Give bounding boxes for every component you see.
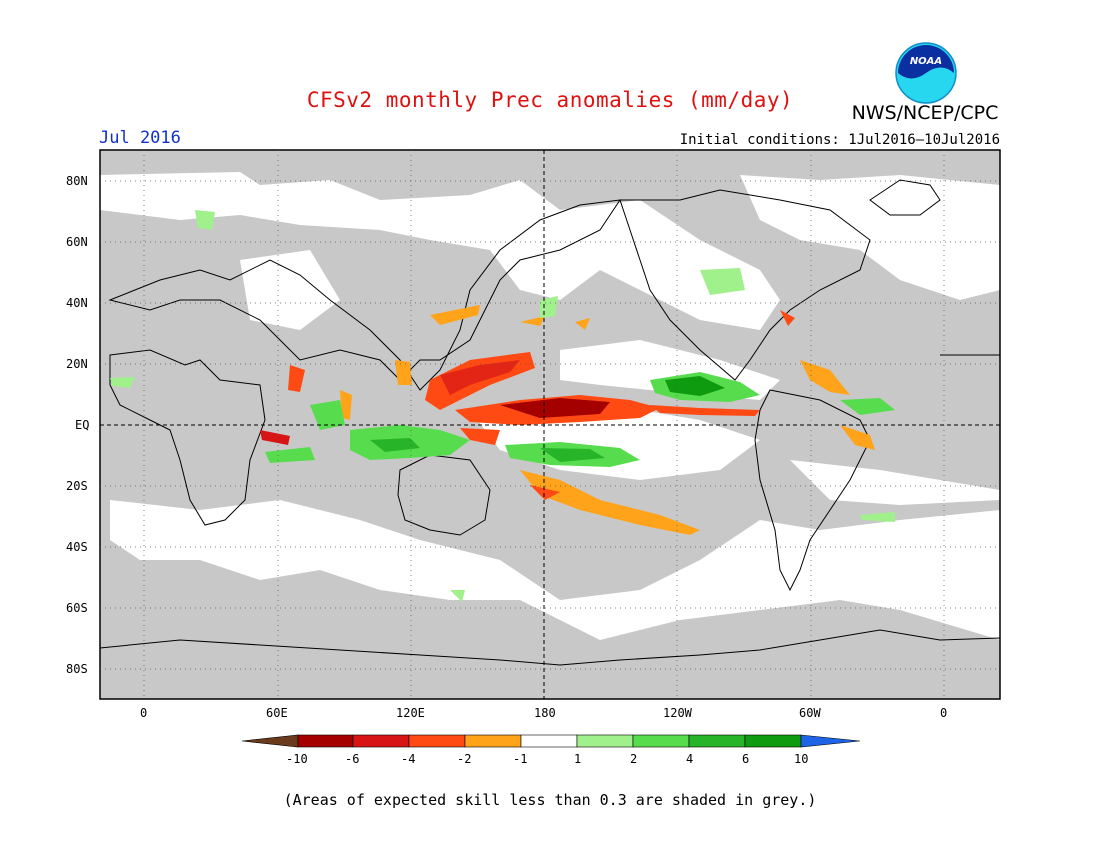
colorbar (241, 734, 861, 748)
initial-conditions: Initial conditions: 1Jul2016—10Jul2016 (679, 132, 1000, 148)
greenland-outline (869, 179, 941, 216)
antarctica-outline (99, 629, 1001, 666)
lat-label: 40N (66, 296, 88, 310)
colorbar-label: -10 (286, 752, 308, 766)
colorbar-label: -6 (345, 752, 360, 766)
noaa-logo-icon: NOAA (895, 42, 957, 104)
lat-label: 40S (66, 540, 88, 554)
lat-label: EQ (75, 418, 90, 432)
lon-label: 120E (396, 706, 425, 720)
colorbar-arrow-right (800, 734, 861, 748)
lat-label: 20N (66, 357, 88, 371)
map-title: CFSv2 monthly Prec anomalies (mm/day) (306, 88, 794, 112)
footnote: (Areas of expected skill less than 0.3 a… (283, 791, 817, 809)
colorbar-arrow-left (241, 734, 299, 748)
lat-label: 20S (66, 479, 88, 493)
gridlines (100, 150, 1000, 699)
colorbar-label: 4 (686, 752, 694, 766)
wet-anomalies (110, 210, 895, 602)
lat-label: 80N (66, 174, 88, 188)
australia-outline (397, 454, 491, 536)
north-america-outline (619, 189, 871, 381)
lon-label: 120W (663, 706, 692, 720)
south-america-outline (754, 389, 871, 592)
africa-outline (109, 349, 266, 526)
eurasia-outline (108, 199, 622, 391)
lon-label: 60E (266, 706, 288, 720)
colorbar-label: 2 (630, 752, 638, 766)
lon-label: 180 (534, 706, 556, 720)
lat-label: 80S (66, 662, 88, 676)
lat-label: 60N (66, 235, 88, 249)
lon-label: 0 (140, 706, 148, 720)
colorbar-label: 10 (794, 752, 809, 766)
coastlines (99, 179, 1001, 666)
colorbar-label: -2 (457, 752, 472, 766)
svg-text:NOAA: NOAA (910, 56, 942, 67)
lat-label: 60S (66, 601, 88, 615)
colorbar-label: 1 (574, 752, 582, 766)
lon-label: 0 (940, 706, 948, 720)
colorbar-label: 6 (742, 752, 750, 766)
lon-label: 60W (799, 706, 821, 720)
colorbar-label: -1 (513, 752, 528, 766)
agency-label: NWS/NCEP/CPC (851, 102, 999, 124)
colorbar-label: -4 (401, 752, 416, 766)
forecast-month: Jul 2016 (99, 128, 181, 148)
